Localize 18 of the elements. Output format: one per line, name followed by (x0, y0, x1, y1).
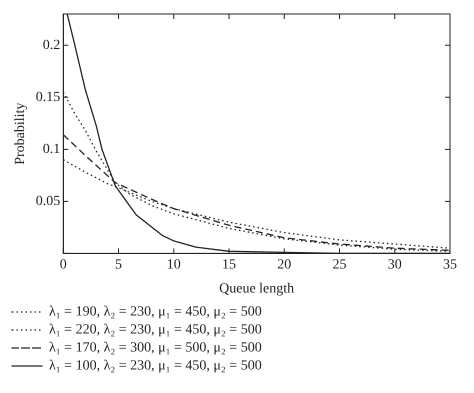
x-tick-label: 30 (388, 257, 402, 272)
x-tick-label: 20 (277, 257, 292, 272)
x-tick-label: 10 (166, 257, 181, 272)
y-tick-label: 0.2 (42, 38, 60, 53)
x-tick-label: 15 (222, 257, 236, 272)
y-tick-label: 0.1 (42, 142, 60, 157)
x-tick-label: 35 (443, 257, 457, 272)
legend-label: λ₁ = 170, λ₂ = 300, μ₁ = 500, μ₂ = 500 (49, 340, 262, 356)
legend-label: λ₁ = 100, λ₂ = 230, μ₁ = 450, μ₂ = 500 (49, 358, 262, 374)
x-tick-label: 5 (115, 257, 122, 272)
x-axis-title: Queue length (219, 281, 294, 296)
legend-label: λ₁ = 220, λ₂ = 230, μ₁ = 450, μ₂ = 500 (49, 322, 262, 338)
x-tick-label: 25 (332, 257, 347, 272)
y-axis-title: Probability (13, 102, 28, 165)
x-tick-label: 0 (60, 257, 67, 272)
y-tick-label: 0.05 (36, 194, 60, 210)
legend-label: λ₁ = 190, λ₂ = 230, μ₁ = 450, μ₂ = 500 (49, 304, 262, 320)
y-tick-label: 0.15 (36, 90, 60, 105)
